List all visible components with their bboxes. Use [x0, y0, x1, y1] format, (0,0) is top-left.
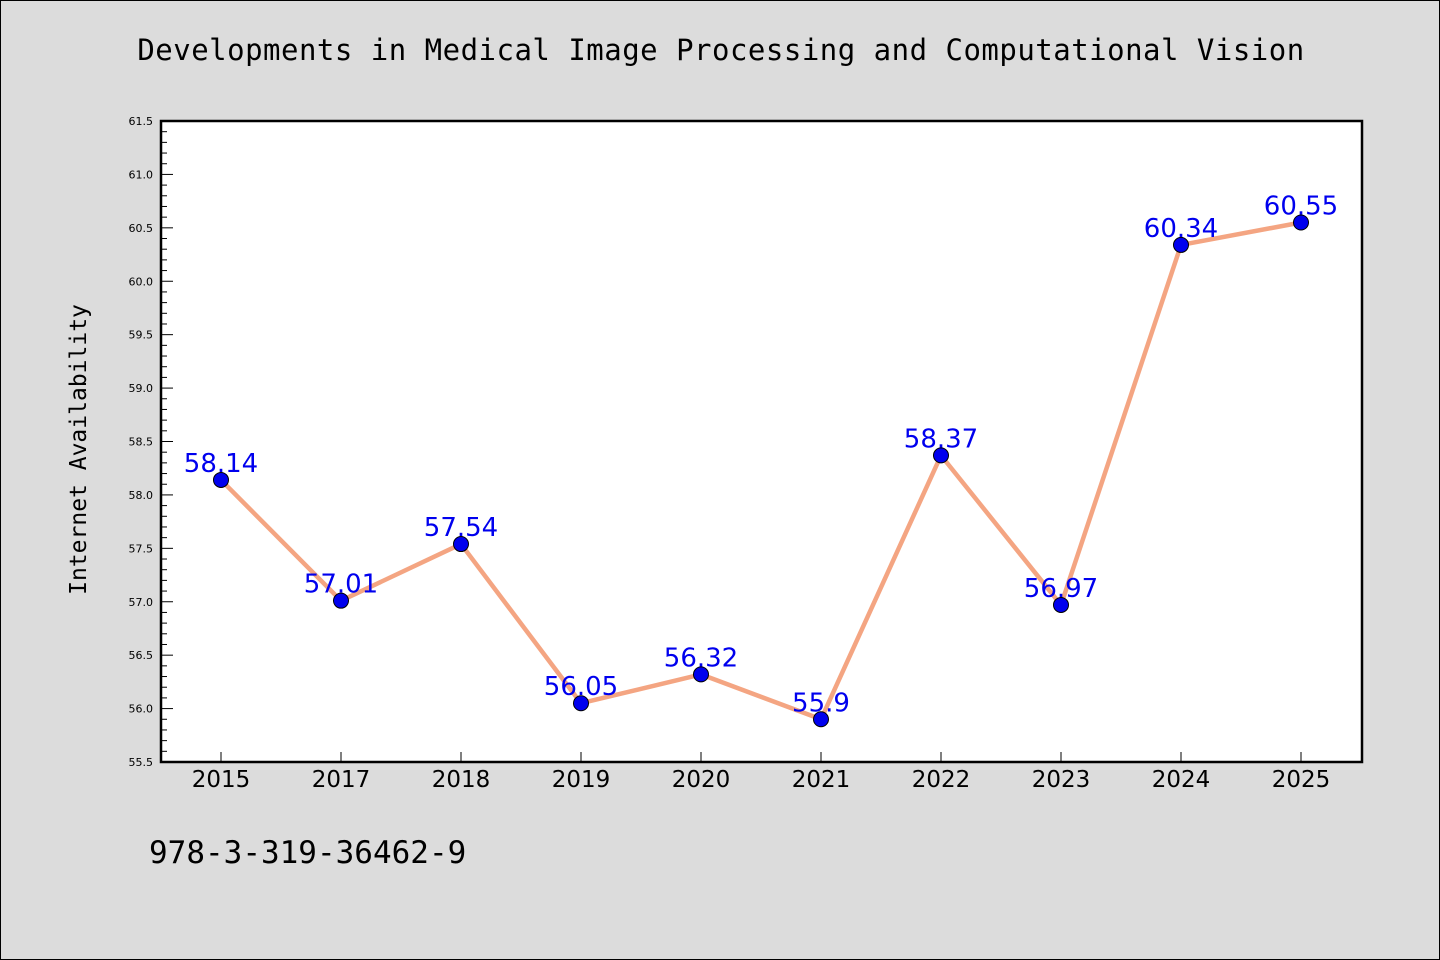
- data-label: 56.32: [664, 643, 738, 673]
- data-label: 56.97: [1024, 574, 1098, 604]
- chart-title: Developments in Medical Image Processing…: [137, 33, 1305, 67]
- y-tick-label: 61.0: [129, 168, 154, 181]
- y-tick-label: 58.5: [129, 436, 154, 449]
- data-label: 55.9: [792, 688, 850, 718]
- x-tick-label: 2020: [672, 767, 731, 793]
- y-tick-label: 55.5: [129, 756, 154, 769]
- x-tick-label: 2019: [552, 767, 611, 793]
- data-label: 58.37: [904, 424, 978, 454]
- data-label: 57.54: [424, 513, 498, 543]
- y-axis: 55.5 56.0 56.5 57.0 57.5 58.0 58.5 59.0 59.5 60.0…: [129, 115, 173, 769]
- y-tick-label: 57.5: [129, 542, 154, 555]
- data-point: [1293, 214, 1309, 231]
- data-point: [813, 711, 829, 728]
- x-tick-label: 2025: [1272, 767, 1331, 793]
- y-tick-label: 58.0: [129, 489, 154, 502]
- data-label: 60.34: [1144, 214, 1218, 244]
- x-axis: 2015 2017 2018 2019 2020 2021 2022 2023 2024 2025: [192, 752, 1331, 793]
- data-point: [933, 447, 949, 464]
- series-line: [218, 220, 1304, 722]
- y-tick-label: 59.5: [129, 329, 154, 342]
- data-label: 57.01: [304, 570, 378, 600]
- y-axis-label: Internet Availability: [66, 304, 92, 595]
- y-tick-label: 60.0: [129, 275, 154, 288]
- data-point: [213, 471, 229, 488]
- x-tick-label: 2015: [192, 767, 251, 793]
- data-point: [573, 695, 589, 712]
- x-tick-label: 2018: [432, 767, 491, 793]
- data-label: 56.05: [544, 672, 618, 702]
- data-label: 60.55: [1264, 191, 1338, 221]
- y-tick-label: 56.5: [129, 649, 154, 662]
- data-label: 58.14: [184, 449, 258, 479]
- series-layer: 58.14 57.01 57.54 56.05 56.32 55.9 58.37 56.97 6…: [184, 191, 1338, 728]
- plot-area: [159, 119, 1364, 764]
- data-point: [693, 666, 709, 683]
- x-tick-label: 2017: [312, 767, 371, 793]
- x-tick-label: 2024: [1152, 767, 1211, 793]
- y-tick-label: 59.0: [129, 382, 154, 395]
- data-point: [453, 536, 469, 553]
- y-tick-label: 57.0: [129, 596, 154, 609]
- y-tick-label: 56.0: [129, 703, 154, 716]
- x-tick-label: 2023: [1032, 767, 1091, 793]
- data-point: [1053, 596, 1069, 613]
- data-point: [1173, 236, 1189, 253]
- x-tick-label: 2021: [792, 767, 851, 793]
- isbn-text: 978-3-319-36462-9: [149, 835, 467, 871]
- y-tick-label: 60.5: [129, 222, 154, 235]
- data-point: [333, 592, 349, 609]
- y-tick-label: 61.5: [129, 115, 154, 128]
- x-tick-label: 2022: [912, 767, 971, 793]
